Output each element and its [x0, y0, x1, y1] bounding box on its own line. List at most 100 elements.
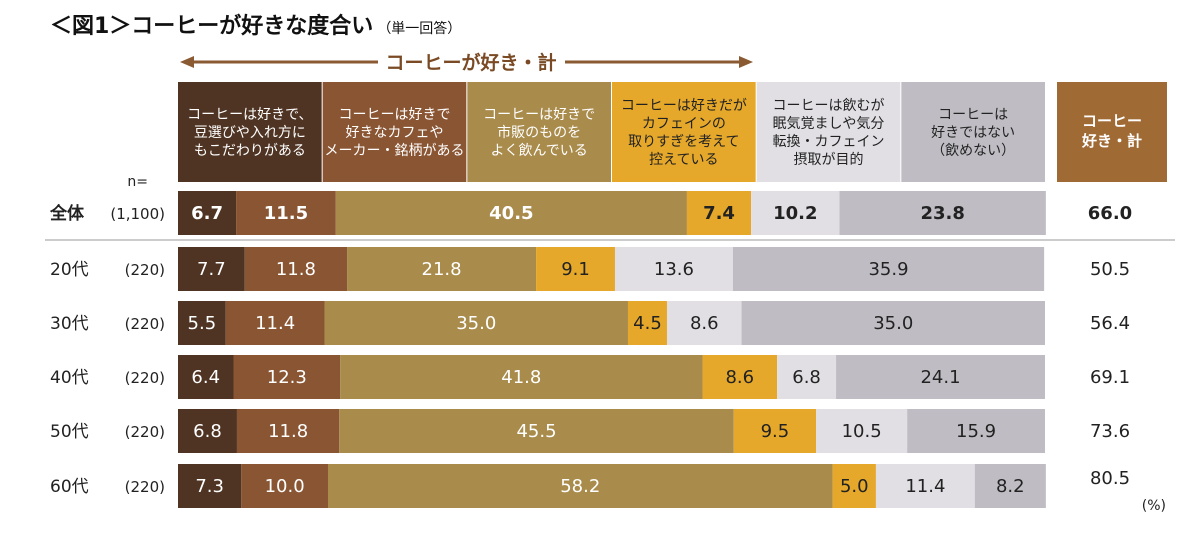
- bar-value-label: 11.4: [905, 476, 945, 497]
- legend-box-2: [322, 82, 467, 182]
- row-n-label: (220): [125, 369, 165, 387]
- n-label: n=: [127, 174, 148, 190]
- legend-box-5: [756, 82, 901, 182]
- legend-label-3: コーヒーは好きで市販のものをよく飲んでいる: [483, 107, 595, 159]
- bar-value-label: 6.8: [193, 421, 222, 442]
- bar-segment: [225, 301, 325, 345]
- bar-segment: [347, 247, 537, 291]
- bar-segment: [536, 247, 615, 291]
- row-total-label: 50.5: [1090, 259, 1130, 280]
- bracket-arrow-right-icon: [739, 56, 753, 68]
- bar-segment: [324, 301, 628, 345]
- bar-value-label: 8.2: [996, 476, 1025, 497]
- bar-value-label: 4.5: [633, 313, 662, 334]
- bar-segment: [816, 409, 908, 453]
- bar-value-label: 23.8: [920, 203, 964, 224]
- bar-segment: [233, 355, 341, 399]
- row-total-label: 66.0: [1088, 203, 1132, 224]
- legend-label-line: メーカー・銘柄がある: [325, 143, 465, 159]
- bar-value-label: 5.0: [840, 476, 869, 497]
- bar-segment: [907, 409, 1045, 453]
- bar-value-label: 11.8: [276, 259, 316, 280]
- row-category-label: 40代: [50, 368, 89, 388]
- legend-label-2: コーヒーは好きで好きなカフェやメーカー・銘柄がある: [325, 107, 465, 159]
- bar-segment: [178, 409, 237, 453]
- bar-segment: [732, 247, 1045, 291]
- bar-segment: [327, 464, 833, 508]
- bar-value-label: 41.8: [501, 367, 541, 388]
- bar-value-label: 7.3: [195, 476, 224, 497]
- bar-value-label: 9.5: [761, 421, 790, 442]
- bar-segment: [733, 409, 817, 453]
- legend-label-line: 眠気覚ましや気分: [773, 116, 885, 132]
- bar-value-label: 24.1: [920, 367, 960, 388]
- legend-label-line: コーヒーは好きだが: [621, 98, 747, 114]
- bar-value-label: 8.6: [690, 313, 719, 334]
- row-n-label: (1,100): [110, 205, 165, 223]
- row-total-label: 56.4: [1090, 313, 1130, 334]
- bar-segment: [339, 409, 734, 453]
- row-n-label: (220): [125, 478, 165, 496]
- legend-label-line: コーヒーは飲むが: [773, 98, 885, 114]
- legend-label-line: コーヒーは好きで、: [187, 107, 312, 123]
- legend-label-line: 市販のものを: [497, 124, 581, 141]
- legend-label-line: 転換・カフェイン: [773, 134, 885, 150]
- bar-segment: [836, 355, 1045, 399]
- bar-value-label: 11.5: [264, 203, 308, 224]
- legend-label-line: コーヒーは好きで: [483, 107, 595, 123]
- bar-segment: [666, 301, 742, 345]
- bar-segment: [751, 191, 840, 235]
- row-category-label: 50代: [50, 422, 89, 442]
- bar-segment: [178, 464, 242, 508]
- legend-label-line: 取りすぎを考えて: [628, 134, 739, 150]
- row-total-label: 73.6: [1090, 421, 1130, 442]
- bar-value-label: 40.5: [489, 203, 533, 224]
- bar-value-label: 15.9: [956, 421, 996, 442]
- bar-segment: [741, 301, 1045, 345]
- bar-segment: [627, 301, 667, 345]
- bracket-arrow-left-icon: [180, 56, 194, 68]
- bar-segment: [686, 191, 752, 235]
- bar-value-label: 35.0: [873, 313, 913, 334]
- row-n-label: (220): [125, 423, 165, 441]
- bar-value-label: 35.0: [456, 313, 496, 334]
- row-category-label: 30代: [50, 314, 89, 334]
- bar-segment: [335, 191, 687, 235]
- legend-label-6: コーヒーは好きではない （飲めない）: [931, 107, 1015, 159]
- legend-label-line: カフェインの: [642, 116, 726, 132]
- row-category-label: 全体: [49, 203, 85, 224]
- bar-value-label: 10.5: [842, 421, 882, 442]
- legend-label-4: コーヒーは好きだがカフェインの取りすぎを考えて控えている: [621, 98, 747, 168]
- bar-value-label: 9.1: [561, 259, 590, 280]
- bar-value-label: 13.6: [654, 259, 694, 280]
- legend-label-5: コーヒーは飲むが眠気覚ましや気分転換・カフェイン摂取が目的: [773, 98, 885, 168]
- total-header-label: コーヒー好き・計: [1081, 112, 1142, 150]
- bar-value-label: 21.8: [422, 259, 462, 280]
- bar-value-label: 12.3: [267, 367, 307, 388]
- legend-label-line: コーヒーは: [938, 107, 1008, 123]
- bar-value-label: 10.0: [265, 476, 305, 497]
- legend-label-line: 豆選びや入れ方に: [194, 125, 306, 141]
- bar-value-label: 7.4: [703, 203, 735, 224]
- chart-subtitle: （単一回答）: [377, 21, 462, 37]
- row-n-label: (220): [125, 261, 165, 279]
- bar-segment: [832, 464, 876, 508]
- bar-value-label: 8.6: [725, 367, 754, 388]
- bar-segment: [178, 247, 245, 291]
- bar-segment: [875, 464, 975, 508]
- legend-label-line: もこだわりがある: [194, 143, 306, 159]
- bar-segment: [241, 464, 328, 508]
- legend-box-4: [612, 82, 756, 182]
- legend-label-line: 摂取が目的: [794, 152, 864, 168]
- bar-segment: [178, 301, 226, 345]
- bracket-label: コーヒーが好き・計: [385, 51, 556, 74]
- bar-value-label: 11.4: [255, 313, 295, 334]
- bar-value-label: 58.2: [560, 476, 600, 497]
- bar-value-label: 5.5: [188, 313, 217, 334]
- bar-value-label: 45.5: [516, 421, 556, 442]
- bar-value-label: 6.7: [191, 203, 223, 224]
- row-total-label: 80.5: [1090, 468, 1130, 489]
- chart-title-text: ＜図1＞コーヒーが好きな度合い: [50, 14, 374, 39]
- bar-segment: [777, 355, 837, 399]
